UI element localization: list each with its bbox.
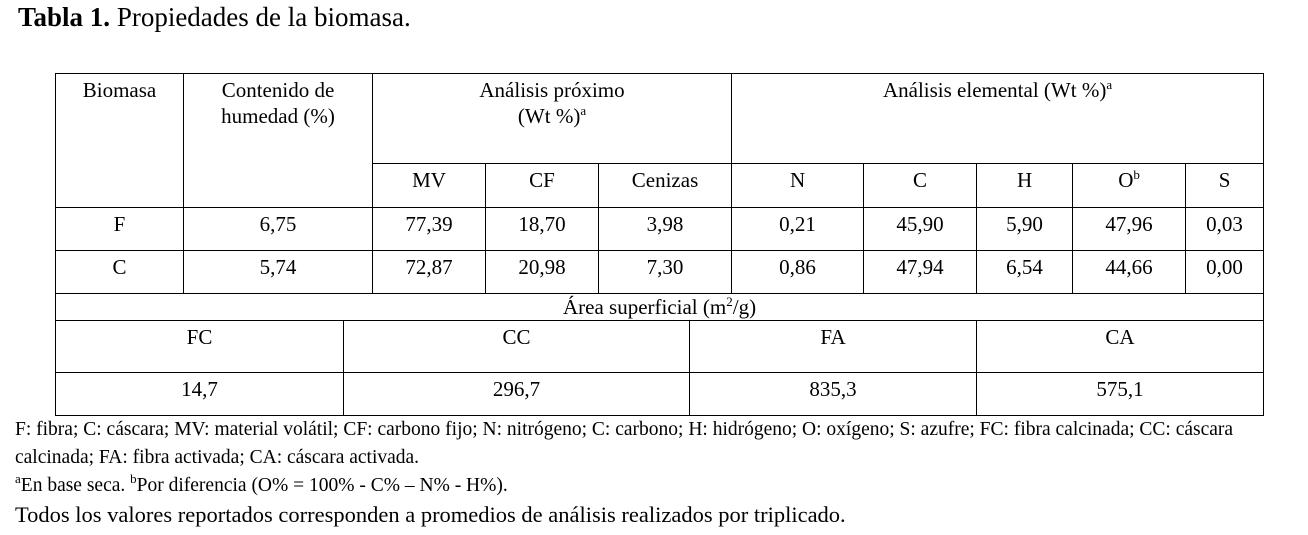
header-cell: Contenido de humedad (%) [183,73,373,208]
subheader-cell: Ob [1072,163,1187,208]
data-cell: 6,54 [976,250,1074,294]
area-value-cell: 14,7 [55,372,344,416]
data-cell: 44,66 [1072,250,1187,294]
data-cell: 47,96 [1072,207,1187,251]
table-notes: F: fibra; C: cáscara; MV: material volát… [15,416,1308,530]
header-text: Análisis próximo [479,78,625,102]
data-cell: 0,86 [731,250,865,294]
data-cell: 6,75 [183,207,373,251]
subheader-cell: Cenizas [597,163,733,208]
data-cell: 0,00 [1185,250,1265,294]
row-label: C [55,250,184,294]
subheader-text: O [1118,168,1134,192]
data-cell: 5,90 [976,207,1074,251]
data-cell: 47,94 [863,250,978,294]
abbreviations-note: F: fibra; C: cáscara; MV: material volát… [15,419,1234,468]
data-cell: 77,39 [372,207,486,251]
subheader-cell: N [731,163,865,208]
area-header-row: FC CC FA CA [55,320,1265,373]
data-cell: 0,03 [1185,207,1265,251]
header-row: Biomasa Contenido de humedad (%) Análisi… [55,73,1265,208]
footnote-mark: b [1133,167,1140,182]
data-row: F 6,75 77,39 18,70 3,98 0,21 45,90 5,90 47,96 0,0… [55,207,1265,251]
data-cell: 3,98 [597,207,733,251]
subheader-cell: MV [372,163,486,208]
replicates-note: Todos los valores reportados corresponde… [15,502,846,527]
properties-table: Biomasa Contenido de humedad (%) Análisi… [55,73,1265,294]
footnote-text: En base seca. [20,475,131,496]
data-cell: 5,74 [183,250,373,294]
area-title: Área superficial (m2/g) [54,293,1265,321]
area-table: Área superficial (m2/g) FC CC FA CA 14,7 296… [54,293,1265,416]
data-cell: 72,87 [372,250,486,294]
area-value-cell: 296,7 [343,372,690,416]
data-cell: 18,70 [485,207,599,251]
area-header-cell: FC [55,320,344,373]
subheader-cell: CF [485,163,599,208]
header-cell: Análisis elemental (Wt %)a [731,73,1265,164]
footnote-mark: a [580,103,587,118]
row-label: F [55,207,184,251]
caption-label: Tabla 1. [18,2,111,32]
footnote-mark: b [130,471,137,486]
subheader-cell: H [976,163,1074,208]
header-text: Análisis elemental (Wt %) [882,78,1107,102]
data-cell: 20,98 [485,250,599,294]
data-row: C 5,74 72,87 20,98 7,30 0,86 47,94 6,54 44,66 0,0… [55,250,1265,294]
area-title-row: Área superficial (m2/g) [54,293,1265,321]
area-header-cell: CA [975,320,1265,373]
superscript: 2 [726,294,733,309]
data-cell: 45,90 [863,207,978,251]
footnote-mark: a [15,471,21,486]
subheader-cell: S [1185,163,1265,208]
table-caption: Tabla 1. Propiedades de la biomasa. [18,2,411,33]
footnote-mark: a [1106,77,1113,92]
data-cell: 7,30 [597,250,733,294]
area-value-cell: 835,3 [689,372,977,416]
area-value-row: 14,7 296,7 835,3 575,1 [55,372,1265,416]
header-cell: Biomasa [55,73,184,208]
header-cell: Análisis próximo (Wt %)a [371,73,733,164]
data-cell: 0,21 [731,207,865,251]
area-header-cell: CC [343,320,690,373]
area-title-text: /g) [732,295,757,319]
caption-text: Propiedades de la biomasa. [116,2,411,32]
subheader-cell: C [863,163,978,208]
area-header-cell: FA [689,320,977,373]
header-text: (Wt %) [517,104,581,128]
area-value-cell: 575,1 [975,372,1265,416]
footnote-text: Por diferencia (O% = 100% - C% – N% - H%… [136,475,508,496]
footnotes: aEn base seca. bPor diferencia (O% = 100… [15,472,1308,500]
area-title-text: Área superficial (m [562,295,727,319]
